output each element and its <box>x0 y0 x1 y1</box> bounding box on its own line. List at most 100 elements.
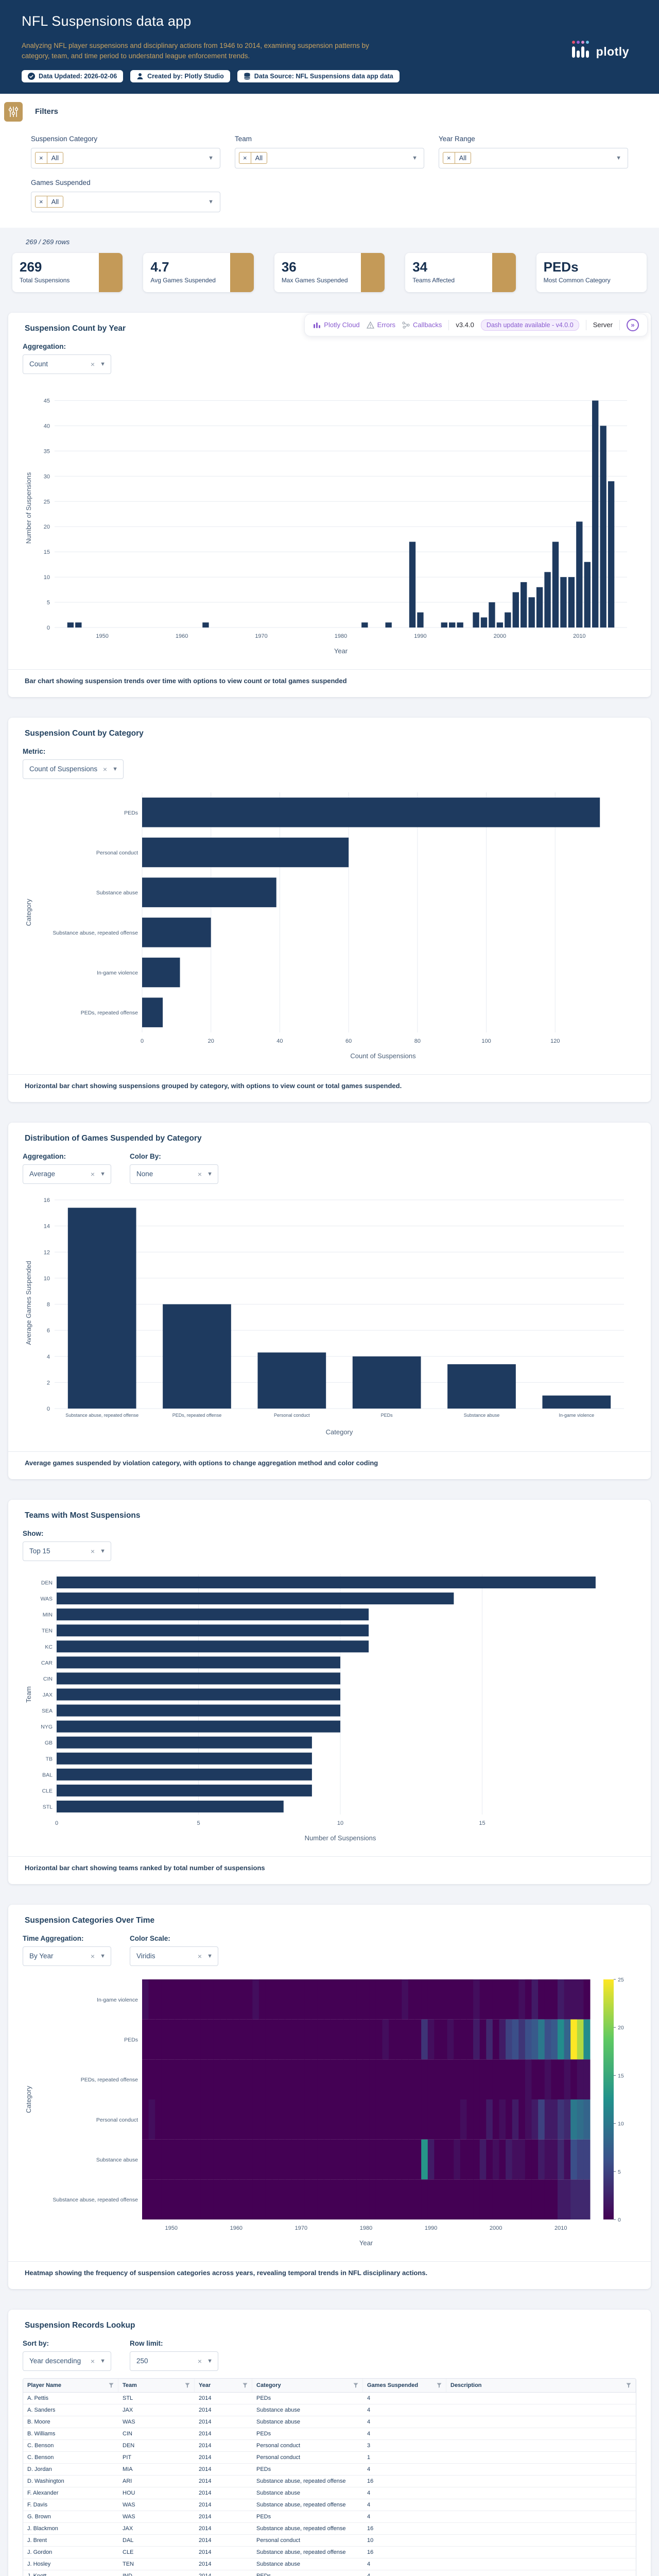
table-cell: 2014 <box>199 2513 212 2520</box>
dropdown-value: None <box>136 1170 153 1178</box>
heatmap-cell <box>181 2139 188 2179</box>
table-row[interactable]: J. Brent DAL 2014 Personal conduct 10 <box>23 2535 636 2547</box>
table-row[interactable]: A. Sanders JAX 2014 Substance abuse 4 <box>23 2404 636 2416</box>
remove-chip-icon[interactable]: × <box>239 152 251 163</box>
clear-icon[interactable]: × <box>102 765 108 773</box>
table-row[interactable]: B. Williams CIN 2014 PEDs 4 <box>23 2428 636 2440</box>
bar <box>67 1207 136 1409</box>
callbacks-button[interactable]: Callbacks <box>402 321 442 329</box>
time-aggregation-dropdown[interactable]: By Year × ▼ <box>23 1946 111 1966</box>
remove-chip-icon[interactable]: × <box>36 152 47 163</box>
table-cell: JAX <box>123 2406 133 2413</box>
by-year-bar-chart[interactable]: 0 5 10 15 20 25 30 35 40 45 1950 1960 1970 1980 1990 20… <box>23 381 636 662</box>
column-header[interactable]: Category <box>252 2378 363 2392</box>
chevron-down-icon[interactable]: ▼ <box>100 1171 106 1177</box>
row-limit-dropdown[interactable]: 250 × ▼ <box>130 2351 218 2371</box>
column-header[interactable]: Description <box>446 2378 636 2392</box>
heatmap-cell <box>175 2139 182 2179</box>
chevron-down-icon[interactable]: ▼ <box>100 2358 106 2364</box>
chevron-down-icon[interactable]: ▼ <box>616 155 621 161</box>
heatmap-cell <box>414 2139 422 2179</box>
remove-chip-icon[interactable]: × <box>443 152 455 163</box>
table-row[interactable]: D. Washington ARI 2014 Substance abuse, rep… <box>23 2476 636 2487</box>
heatmap-cell <box>265 2059 272 2099</box>
dash-update-pill[interactable]: Dash update available - v4.0.0 <box>480 319 579 331</box>
show-dropdown[interactable]: Top 15 × ▼ <box>23 1541 111 1561</box>
aggregation-dropdown[interactable]: Count × ▼ <box>23 354 111 374</box>
table-row[interactable]: F. Davis WAS 2014 Substance abuse, repeated… <box>23 2499 636 2511</box>
clear-icon[interactable]: × <box>197 1952 202 1960</box>
categories-heatmap[interactable]: In-game violence PEDs PEDs, repeated offen… <box>23 1973 636 2254</box>
suspension-category-dropdown[interactable]: × All ▼ <box>31 147 220 168</box>
table-cell: Personal conduct <box>256 2537 300 2544</box>
chevron-down-icon[interactable]: ▼ <box>208 198 214 205</box>
bar <box>544 571 551 628</box>
table-row[interactable]: B. Moore WAS 2014 Substance abuse 4 <box>23 2416 636 2428</box>
table-row[interactable]: G. Brown WAS 2014 PEDs 4 <box>23 2511 636 2523</box>
collapse-toolbar-button[interactable]: » <box>627 318 639 331</box>
table-row[interactable]: J. Gordon CLE 2014 Substance abuse, repeate… <box>23 2547 636 2558</box>
control-label: Time Aggregation: <box>23 1934 84 1942</box>
table-row[interactable]: J. Hosley TEN 2014 Substance abuse 4 <box>23 2558 636 2570</box>
table-row[interactable]: J. Blackmon JAX 2014 Substance abuse, repea… <box>23 2523 636 2535</box>
table-row[interactable]: J. Knott IND 2014 PEDs 4 <box>23 2570 636 2576</box>
metric-dropdown[interactable]: Count of Suspensions × ▼ <box>23 759 124 779</box>
table-row[interactable]: C. Benson PIT 2014 Personal conduct 1 <box>23 2452 636 2464</box>
filter-funnel-icon[interactable] <box>242 2383 248 2388</box>
column-header[interactable]: Games Suspended <box>363 2378 446 2392</box>
clear-icon[interactable]: × <box>90 1547 95 1555</box>
heatmap-cell <box>375 2179 383 2219</box>
aggregation-dropdown[interactable]: Average × ▼ <box>23 1164 111 1184</box>
heatmap-cell <box>148 1979 155 2020</box>
chevron-down-icon[interactable]: ▼ <box>207 1171 213 1177</box>
table-cell: J. Knott <box>27 2572 47 2576</box>
remove-chip-icon[interactable]: × <box>36 196 47 207</box>
chevron-down-icon[interactable]: ▼ <box>207 1953 213 1959</box>
chevron-down-icon[interactable]: ▼ <box>100 1953 106 1959</box>
kpi-row: 269 Total Suspensions 4.7 Avg Games Susp… <box>12 252 647 292</box>
chevron-down-icon[interactable]: ▼ <box>100 1548 106 1554</box>
chevron-down-icon[interactable]: ▼ <box>412 155 418 161</box>
table-row[interactable]: C. Benson DEN 2014 Personal conduct 3 <box>23 2440 636 2452</box>
year-range-dropdown[interactable]: × All ▼ <box>439 147 628 168</box>
filter-funnel-icon[interactable] <box>626 2383 631 2388</box>
heatmap-cell <box>551 2019 558 2059</box>
heatmap-cell <box>408 2059 415 2099</box>
by-category-bar-chart[interactable]: 0 20 40 60 80 100 120 PEDs Personal conduct Subst… <box>23 786 636 1067</box>
dropdown-value: 250 <box>136 2357 148 2365</box>
games-suspended-dropdown[interactable]: × All ▼ <box>31 191 220 212</box>
column-header[interactable]: Player Name <box>23 2378 118 2392</box>
sort-by-dropdown[interactable]: Year descending × ▼ <box>23 2351 111 2371</box>
chevron-down-icon[interactable]: ▼ <box>208 155 214 161</box>
table-row[interactable]: D. Jordan MIA 2014 PEDs 4 <box>23 2464 636 2476</box>
chevron-down-icon[interactable]: ▼ <box>112 766 118 772</box>
chevron-down-icon[interactable]: ▼ <box>100 361 106 367</box>
table-cell <box>446 2523 636 2534</box>
clear-icon[interactable]: × <box>90 2357 95 2365</box>
svg-text:SEA: SEA <box>42 1708 53 1714</box>
filter-funnel-icon[interactable] <box>109 2383 114 2388</box>
clear-icon[interactable]: × <box>197 2357 202 2365</box>
svg-text:JAX: JAX <box>43 1692 53 1698</box>
chevron-down-icon[interactable]: ▼ <box>207 2358 213 2364</box>
color-by-dropdown[interactable]: None × ▼ <box>130 1164 218 1184</box>
color-scale-dropdown[interactable]: Viridis × ▼ <box>130 1946 218 1966</box>
team-dropdown[interactable]: × All ▼ <box>235 147 424 168</box>
table-row[interactable]: A. Pettis STL 2014 PEDs 4 <box>23 2393 636 2404</box>
games-by-category-bar-chart[interactable]: 0 2 4 6 8 10 12 14 16 Substance abuse, repeated o… <box>23 1191 636 1444</box>
teams-bar-chart[interactable]: 0 5 10 15 DEN WAS MIN TEN KC CAR CIN JAX SEA NYG GB TB B… <box>23 1568 636 1849</box>
callback-graph-icon <box>402 321 410 329</box>
column-header[interactable]: Team <box>118 2378 195 2392</box>
filter-funnel-icon[interactable] <box>437 2383 442 2388</box>
plotly-cloud-button[interactable]: Plotly Cloud <box>313 321 360 329</box>
column-header[interactable]: Year <box>195 2378 252 2392</box>
errors-button[interactable]: Errors <box>366 321 395 329</box>
heatmap-cell <box>525 2179 532 2219</box>
clear-icon[interactable]: × <box>90 1952 95 1960</box>
table-row[interactable]: F. Alexander HOU 2014 Substance abuse 4 <box>23 2487 636 2499</box>
filter-funnel-icon[interactable] <box>185 2383 190 2388</box>
clear-icon[interactable]: × <box>90 360 95 368</box>
clear-icon[interactable]: × <box>90 1170 95 1178</box>
clear-icon[interactable]: × <box>197 1170 202 1178</box>
filter-funnel-icon[interactable] <box>353 2383 358 2388</box>
